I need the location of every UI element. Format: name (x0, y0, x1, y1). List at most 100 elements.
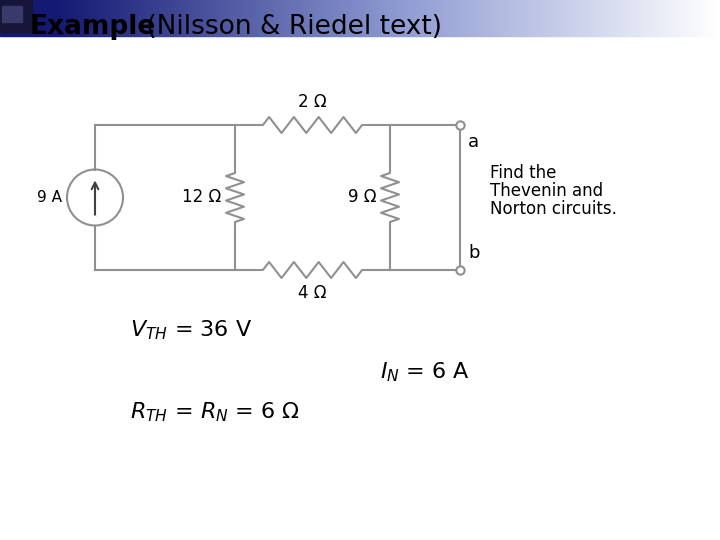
Bar (180, 0, 181, 36)
Bar (157, 0, 158, 36)
Bar (269, 0, 270, 36)
Bar (308, 0, 309, 36)
Bar (520, 0, 521, 36)
Bar (312, 0, 313, 36)
Bar (426, 0, 427, 36)
Bar (575, 0, 576, 36)
Bar (596, 0, 597, 36)
Bar (577, 0, 578, 36)
Bar (342, 0, 343, 36)
Bar (700, 0, 701, 36)
Bar (437, 0, 438, 36)
Bar (152, 0, 153, 36)
Bar (649, 0, 650, 36)
Bar (278, 0, 279, 36)
Bar (519, 0, 520, 36)
Text: Norton circuits.: Norton circuits. (490, 200, 617, 219)
Bar (662, 0, 663, 36)
Bar (89, 0, 90, 36)
Bar (3, 0, 4, 36)
Bar (134, 0, 135, 36)
Bar (462, 0, 463, 36)
Bar (658, 0, 659, 36)
Bar (549, 0, 550, 36)
Bar (333, 0, 334, 36)
Bar (256, 0, 257, 36)
Bar (237, 0, 238, 36)
Bar (14, 0, 15, 36)
Bar (7, 0, 8, 36)
Bar (382, 0, 383, 36)
Bar (599, 0, 600, 36)
Bar (541, 0, 542, 36)
Bar (42, 0, 43, 36)
Bar (582, 0, 583, 36)
Bar (392, 0, 393, 36)
Bar (412, 0, 413, 36)
Bar (88, 0, 89, 36)
Bar (46, 0, 47, 36)
Bar (680, 0, 681, 36)
Bar (170, 0, 171, 36)
Bar (289, 0, 290, 36)
Bar (672, 0, 673, 36)
Bar (162, 0, 163, 36)
Bar (349, 0, 350, 36)
Bar (322, 0, 323, 36)
Bar (137, 0, 138, 36)
Bar (452, 0, 453, 36)
Bar (128, 0, 129, 36)
Bar (203, 0, 204, 36)
Bar (76, 0, 77, 36)
Bar (394, 0, 395, 36)
Bar (523, 0, 524, 36)
Bar (500, 0, 501, 36)
Bar (501, 0, 502, 36)
Bar (593, 0, 594, 36)
Bar (276, 0, 277, 36)
Bar (624, 0, 625, 36)
Bar (85, 0, 86, 36)
Bar (506, 0, 507, 36)
Bar (485, 0, 486, 36)
Bar (466, 0, 467, 36)
Bar (702, 0, 703, 36)
Bar (494, 0, 495, 36)
Bar (693, 0, 694, 36)
Bar (482, 0, 483, 36)
Bar (84, 0, 85, 36)
Bar (316, 0, 317, 36)
Bar (95, 0, 96, 36)
Bar (671, 0, 672, 36)
Bar (710, 0, 711, 36)
Bar (74, 0, 75, 36)
Bar (497, 0, 498, 36)
Bar (598, 0, 599, 36)
Bar (498, 0, 499, 36)
Text: 9 A: 9 A (37, 190, 62, 205)
Bar (295, 0, 296, 36)
Bar (329, 0, 330, 36)
Bar (477, 0, 478, 36)
Bar (374, 0, 375, 36)
Bar (563, 0, 564, 36)
Bar (133, 0, 134, 36)
Bar (621, 0, 622, 36)
Bar (195, 0, 196, 36)
Bar (527, 0, 528, 36)
Bar (509, 0, 510, 36)
Bar (39, 0, 40, 36)
Bar (513, 0, 514, 36)
Bar (50, 0, 51, 36)
Bar (468, 0, 469, 36)
Bar (191, 0, 192, 36)
Bar (611, 0, 612, 36)
Bar (663, 0, 664, 36)
Bar (510, 0, 511, 36)
Bar (454, 0, 455, 36)
Bar (0, 0, 1, 36)
Bar (304, 0, 305, 36)
Bar (679, 0, 680, 36)
Bar (73, 0, 74, 36)
Bar (4, 0, 5, 36)
